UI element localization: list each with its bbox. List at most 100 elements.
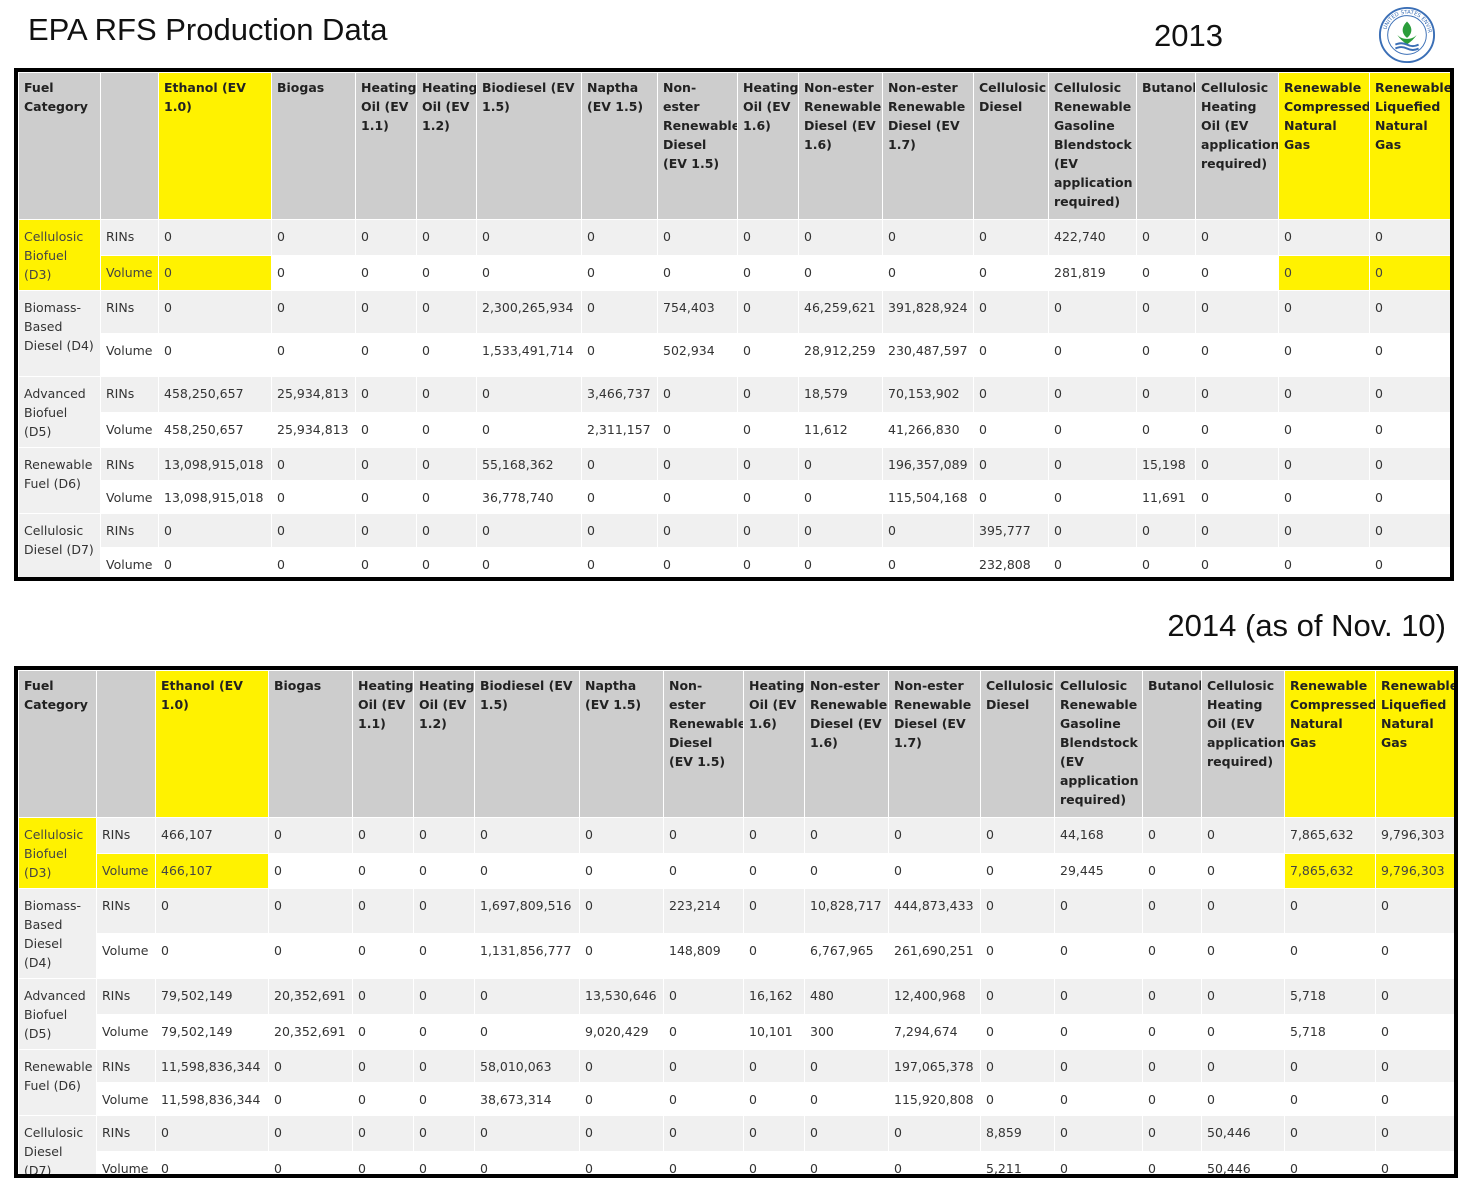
value-cell: 0 [416, 480, 477, 514]
value-cell: 6,767,965 [804, 933, 889, 979]
row-type-cell: RINs [96, 817, 156, 854]
value-cell: 0 [1142, 1150, 1202, 1174]
value-cell: 0 [268, 852, 353, 889]
value-cell: 0 [352, 1115, 414, 1152]
value-cell: 29,445 [1054, 852, 1143, 889]
value-cell: 11,612 [798, 411, 883, 448]
table-row: Biomass-Based Diesel (D4) RINs 0 0 0 0 1,697,8… [18, 888, 1454, 979]
column-header: Cellulosic Diesel [973, 72, 1049, 220]
value-cell: 223,214 [663, 888, 744, 934]
value-cell: 0 [474, 1115, 580, 1152]
value-cell: 0 [579, 933, 664, 979]
table-2014-container: Fuel Category Ethanol (EV 1.0) Biogas Heati… [14, 666, 1458, 1178]
value-cell: 0 [474, 1150, 580, 1174]
value-cell: 0 [581, 219, 658, 256]
value-cell: 28,912,259 [798, 333, 883, 377]
value-cell: 0 [1201, 817, 1285, 854]
column-header: Cellulosic Heating Oil (EV application r… [1201, 670, 1285, 818]
value-cell: 0 [1375, 1115, 1454, 1152]
fuel-category-cell: Advanced Biofuel (D5) [18, 376, 101, 448]
value-cell: 11,598,836,344 [155, 1049, 269, 1083]
value-cell: 466,107 [155, 817, 269, 854]
value-cell: 0 [737, 376, 799, 413]
value-cell: 0 [657, 513, 738, 548]
value-cell: 0 [1054, 1013, 1143, 1050]
column-header: Heating Oil (EV 1.6) [743, 670, 805, 818]
value-cell: 0 [980, 1013, 1055, 1050]
value-cell: 0 [882, 219, 974, 256]
value-cell: 0 [973, 480, 1049, 514]
value-cell: 9,020,429 [579, 1013, 664, 1050]
value-cell: 0 [271, 513, 356, 548]
column-header [96, 670, 156, 818]
value-cell: 0 [155, 933, 269, 979]
value-cell: 0 [581, 513, 658, 548]
value-cell: 0 [1278, 513, 1370, 548]
value-cell: 0 [1369, 547, 1450, 577]
value-cell: 502,934 [657, 333, 738, 377]
value-cell: 230,487,597 [882, 333, 974, 377]
row-type-cell: Volume [100, 411, 159, 448]
value-cell: 0 [804, 1115, 889, 1152]
value-cell: 0 [888, 852, 981, 889]
value-cell: 0 [271, 547, 356, 577]
column-header: Ethanol (EV 1.0) [155, 670, 269, 818]
value-cell: 0 [1284, 1082, 1376, 1116]
value-cell: 0 [1284, 1115, 1376, 1152]
value-cell: 0 [476, 376, 582, 413]
value-cell: 0 [476, 219, 582, 256]
value-cell: 2,300,265,934 [476, 290, 582, 334]
value-cell: 0 [804, 817, 889, 854]
value-cell: 196,357,089 [882, 447, 974, 481]
table-row: Volume 0 0 0 0 0 0 0 0 0 0 0 281,819 0 0 0 0 [18, 254, 1450, 291]
value-cell: 20,352,691 [268, 978, 353, 1015]
value-cell: 0 [1278, 547, 1370, 577]
value-cell: 0 [882, 513, 974, 548]
value-cell: 0 [352, 1013, 414, 1050]
value-cell: 0 [355, 254, 417, 291]
value-cell: 0 [581, 333, 658, 377]
value-cell: 0 [663, 1115, 744, 1152]
year-label-2013: 2013 [1154, 18, 1223, 53]
value-cell: 10,101 [743, 1013, 805, 1050]
value-cell: 0 [980, 1049, 1055, 1083]
column-header: Cellulosic Renewable Gasoline Blendstock… [1054, 670, 1143, 818]
value-cell: 0 [743, 888, 805, 934]
table-row: Renewable Fuel (D6) RINs 13,098,915,018 0 0 0… [18, 447, 1450, 514]
value-cell: 0 [1048, 376, 1137, 413]
value-cell: 0 [155, 888, 269, 934]
table-row: Volume 458,250,657 25,934,813 0 0 0 2,311,157 0… [18, 411, 1450, 448]
value-cell: 0 [271, 333, 356, 377]
value-cell: 0 [1048, 547, 1137, 577]
value-cell: 0 [476, 547, 582, 577]
value-cell: 50,446 [1201, 1115, 1285, 1152]
value-cell: 0 [798, 547, 883, 577]
value-cell: 0 [355, 411, 417, 448]
value-cell: 0 [1369, 447, 1450, 481]
fuel-category-cell: Biomass-Based Diesel (D4) [18, 290, 101, 377]
value-cell: 0 [413, 1013, 475, 1050]
table-row: Volume 11,598,836,344 0 0 0 38,673,314 0 0 0 0 115… [18, 1082, 1454, 1116]
column-header [100, 72, 159, 220]
column-header: Non-ester Renewable Diesel (EV 1.5) [663, 670, 744, 818]
value-cell: 466,107 [155, 852, 269, 889]
value-cell: 0 [1201, 1013, 1285, 1050]
value-cell: 0 [1054, 933, 1143, 979]
value-cell: 0 [1048, 513, 1137, 548]
value-cell: 0 [973, 447, 1049, 481]
row-type-cell: Volume [96, 1013, 156, 1050]
value-cell: 0 [980, 933, 1055, 979]
value-cell: 0 [416, 376, 477, 413]
value-cell: 15,198 [1136, 447, 1196, 481]
value-cell: 0 [980, 817, 1055, 854]
column-header: Non-ester Renewable Diesel (EV 1.7) [888, 670, 981, 818]
value-cell: 754,403 [657, 290, 738, 334]
row-type-cell: Volume [96, 1150, 156, 1174]
column-header: Non-ester Renewable Diesel (EV 1.5) [657, 72, 738, 220]
value-cell: 0 [1278, 254, 1370, 291]
column-header: Cellulosic Heating Oil (EV application r… [1195, 72, 1279, 220]
value-cell: 0 [663, 1049, 744, 1083]
value-cell: 0 [737, 547, 799, 577]
value-cell: 0 [973, 254, 1049, 291]
row-type-cell: Volume [100, 333, 159, 377]
